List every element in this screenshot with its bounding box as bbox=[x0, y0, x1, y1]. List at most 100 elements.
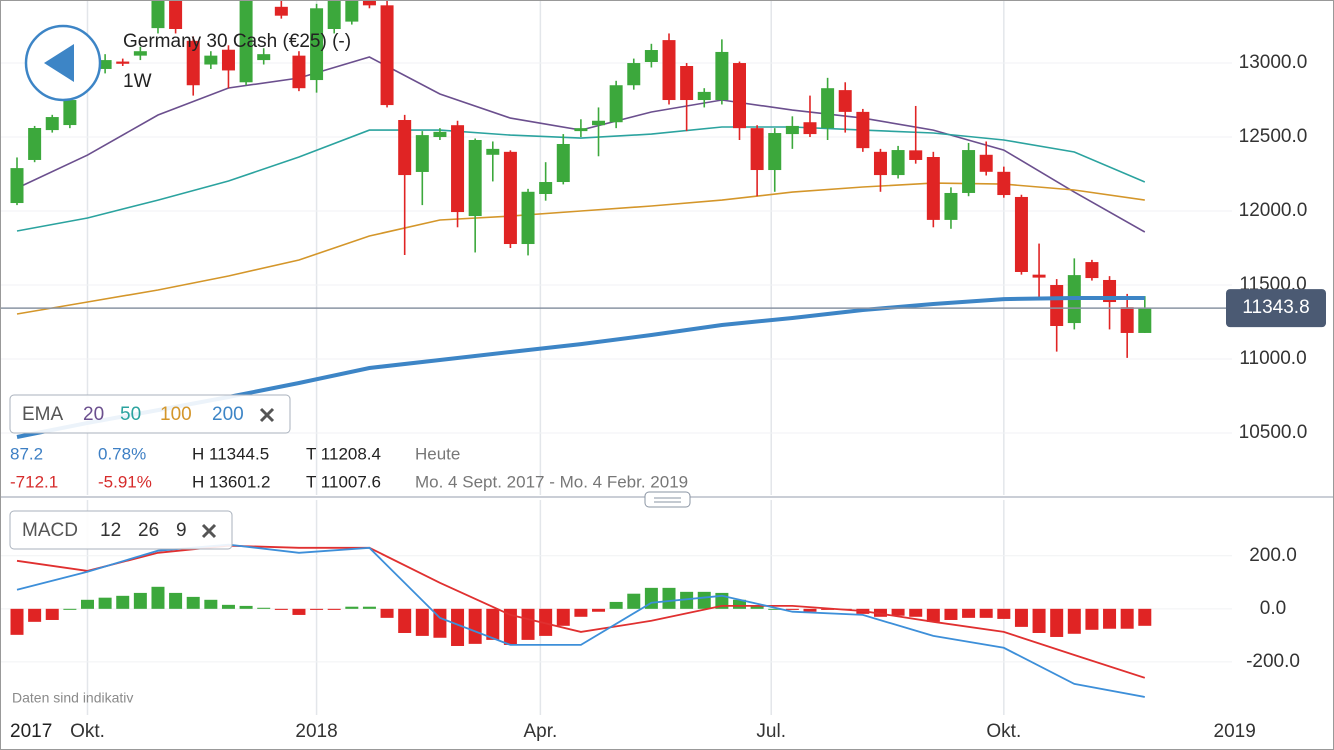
candle-body bbox=[644, 50, 658, 63]
histogram-bar bbox=[486, 608, 500, 640]
candle-body bbox=[45, 117, 59, 131]
x-tick-label: Okt. bbox=[986, 721, 1021, 742]
candle-body bbox=[468, 139, 482, 217]
histogram-bar bbox=[732, 599, 746, 609]
histogram-bar bbox=[644, 587, 658, 609]
histogram-bar bbox=[362, 606, 376, 609]
candle-body bbox=[962, 150, 976, 193]
candle-body bbox=[116, 61, 130, 64]
histogram-bar bbox=[10, 608, 24, 635]
candle-body bbox=[556, 143, 570, 183]
candle-body bbox=[1014, 196, 1028, 272]
histogram-bar bbox=[415, 608, 429, 636]
histogram-bar bbox=[433, 608, 447, 638]
histogram-bar bbox=[28, 608, 42, 622]
back-button[interactable] bbox=[24, 24, 102, 102]
histogram-bar bbox=[891, 608, 905, 616]
legend-title: MACD bbox=[22, 520, 78, 541]
y-tick-label: 200.0 bbox=[1249, 545, 1297, 566]
stat-text: T 11208.4 bbox=[306, 444, 381, 463]
histogram-bar bbox=[80, 599, 94, 609]
histogram-bar bbox=[98, 597, 112, 609]
candle-body bbox=[433, 131, 447, 138]
histogram-bar bbox=[380, 608, 394, 618]
legend-param: 12 bbox=[100, 520, 121, 541]
candle-body bbox=[856, 111, 870, 149]
candle-body bbox=[1120, 307, 1134, 333]
candle-body bbox=[1032, 274, 1046, 278]
histogram-bar bbox=[627, 593, 641, 609]
last-price-box bbox=[1226, 289, 1326, 328]
candle-body bbox=[98, 60, 112, 69]
stat-text: -712.1 bbox=[10, 472, 58, 491]
close-icon[interactable] bbox=[259, 407, 275, 423]
candle-body bbox=[944, 192, 958, 220]
candle-body bbox=[221, 49, 235, 71]
resize-handle[interactable] bbox=[644, 491, 691, 508]
macd-legend-box[interactable] bbox=[9, 510, 233, 550]
candle-body bbox=[803, 122, 817, 135]
timeframe: 1W bbox=[123, 71, 152, 92]
candle-body bbox=[239, 0, 253, 83]
candle-body bbox=[310, 8, 324, 81]
candle-body bbox=[451, 125, 465, 213]
candle-body bbox=[503, 151, 517, 245]
candle-body bbox=[486, 148, 500, 155]
candle-body bbox=[292, 55, 306, 89]
histogram-bar bbox=[186, 596, 200, 609]
candle-body bbox=[151, 0, 165, 29]
histogram-bar bbox=[574, 608, 588, 617]
histogram-bar bbox=[221, 604, 235, 609]
candle-body bbox=[327, 0, 341, 30]
instrument-title: Germany 30 Cash (€25) (-) bbox=[123, 31, 351, 52]
histogram-bar bbox=[169, 592, 183, 609]
x-tick-label: Okt. bbox=[70, 721, 105, 742]
histogram-bar bbox=[1085, 608, 1099, 630]
stat-text: H 13601.2 bbox=[192, 472, 270, 491]
candle-body bbox=[768, 133, 782, 171]
histogram-bar bbox=[539, 608, 553, 636]
candle-body bbox=[838, 90, 852, 112]
histogram-bar bbox=[327, 608, 341, 610]
candle-body bbox=[627, 63, 641, 86]
histogram-bar bbox=[662, 587, 676, 609]
histogram-bar bbox=[926, 608, 940, 622]
candle-body bbox=[732, 63, 746, 129]
x-tick-label: Jul. bbox=[756, 721, 786, 742]
candle-body bbox=[257, 54, 271, 61]
y-tick-label: 10500.0 bbox=[1239, 422, 1308, 443]
ema-legend-box[interactable] bbox=[9, 394, 291, 434]
histogram-bar bbox=[451, 608, 465, 646]
y-tick-label: 11000.0 bbox=[1239, 348, 1306, 369]
candle-body bbox=[785, 125, 799, 135]
candle-body bbox=[715, 51, 729, 101]
histogram-bar bbox=[1032, 608, 1046, 633]
histogram-bar bbox=[697, 591, 711, 609]
histogram-bar bbox=[239, 605, 253, 609]
candle-body bbox=[1050, 285, 1064, 327]
candle-body bbox=[345, 0, 359, 22]
legend-title: EMA bbox=[22, 404, 64, 425]
candle-body bbox=[539, 182, 553, 195]
stat-text: Heute bbox=[415, 444, 460, 463]
histogram-bar bbox=[944, 608, 958, 620]
histogram-bar bbox=[680, 591, 694, 609]
candle-body bbox=[398, 120, 412, 176]
histogram-bar bbox=[979, 608, 993, 618]
histogram-bar bbox=[398, 608, 412, 633]
ema-line bbox=[16, 126, 1146, 232]
x-tick-label: 2018 bbox=[295, 721, 337, 742]
candle-body bbox=[28, 128, 42, 160]
stat-text: Mo. 4 Sept. 2017 - Mo. 4 Febr. 2019 bbox=[415, 472, 688, 491]
histogram-bar bbox=[803, 608, 817, 612]
close-icon[interactable] bbox=[201, 523, 217, 539]
stat-text: 0.78% bbox=[98, 444, 146, 463]
candle-body bbox=[274, 6, 288, 16]
candle-body bbox=[909, 150, 923, 160]
histogram-bar bbox=[274, 608, 288, 610]
candle-body bbox=[380, 5, 394, 106]
histogram-bar bbox=[785, 608, 799, 610]
disclaimer: Daten sind indikativ bbox=[12, 690, 133, 706]
